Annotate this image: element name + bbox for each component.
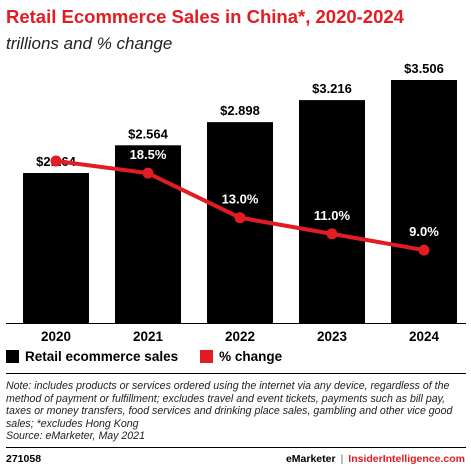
chart-title: Retail Ecommerce Sales in China*, 2020-2… [6,6,404,27]
x-tick-label-2022: 2022 [225,329,255,344]
percent-change-point-2023 [326,228,338,240]
insider-intelligence-link[interactable]: InsiderIntelligence.com [348,453,465,465]
percent-change-label-2021: 18.5% [130,147,167,162]
x-tick-label-2020: 2020 [41,329,71,344]
bar-value-label-2021: $2.564 [128,126,169,141]
footer: 271058 eMarketer | InsiderIntelligence.c… [6,452,465,466]
legend-swatch-sales [6,350,19,363]
percent-change-label-2023: 11.0% [314,208,351,223]
legend-swatch-change [200,350,214,363]
x-tick-label-2024: 2024 [409,329,440,344]
bar-line-chart: $2.1642020$2.5642021$2.8982022$3.2162023… [6,61,466,344]
bar-value-label-2023: $3.216 [312,81,352,96]
chart-id: 271058 [6,453,42,465]
percent-change-label-2020: 20.0% [38,135,75,150]
chart-note: Note: includes products or services orde… [6,380,453,430]
percent-change-point-2021 [142,167,154,179]
chart-source: Source: eMarketer, May 2021 [6,430,145,442]
bar-value-label-2022: $2.898 [220,103,260,118]
percent-change-point-2022 [234,212,246,224]
legend-label-sales: Retail ecommerce sales [25,349,179,364]
legend: Retail ecommerce sales % change [6,349,304,364]
footer-brand: eMarketer | InsiderIntelligence.com [286,453,465,465]
percent-change-point-2024 [418,244,430,256]
percent-change-label-2022: 13.0% [222,192,259,207]
x-tick-label-2023: 2023 [317,329,348,344]
emarketer-logo: eMarketer [285,453,336,465]
legend-item-change: % change [200,349,282,364]
bar-value-label-2024: $3.506 [404,61,444,76]
bar-2023 [299,100,365,324]
x-tick-label-2021: 2021 [133,329,164,344]
chart-subtitle: trillions and % change [6,34,173,53]
bar-2024 [391,80,457,323]
legend-label-change: % change [219,349,283,364]
percent-change-label-2024: 9.0% [409,224,439,239]
divider-top [6,373,466,374]
legend-item-sales: Retail ecommerce sales [6,349,178,364]
percent-change-point-2020 [50,155,62,167]
footer-separator: | [340,453,344,465]
bar-2020 [23,173,89,323]
divider-bottom [6,447,466,448]
